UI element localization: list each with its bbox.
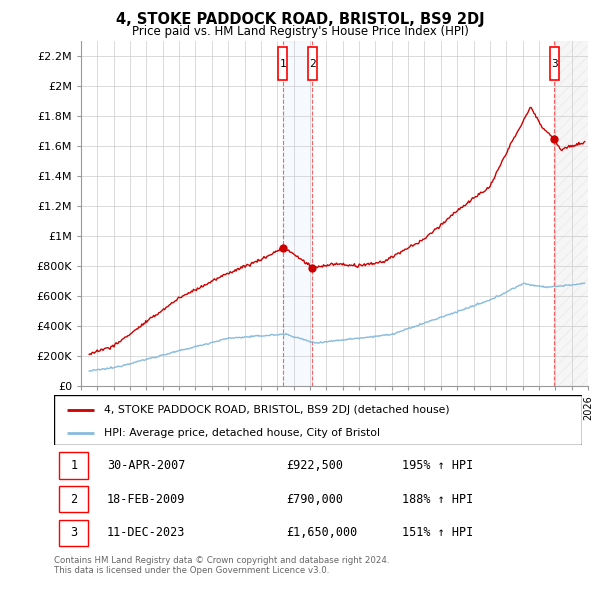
Text: 18-FEB-2009: 18-FEB-2009 [107,493,185,506]
Bar [59,453,88,478]
Bar [283,41,312,386]
Text: 2: 2 [70,493,77,506]
Text: 195% ↑ HPI: 195% ↑ HPI [403,459,474,472]
Text: 3: 3 [551,59,558,69]
Text: 4, STOKE PADDOCK ROAD, BRISTOL, BS9 2DJ: 4, STOKE PADDOCK ROAD, BRISTOL, BS9 2DJ [116,12,484,27]
Text: 4, STOKE PADDOCK ROAD, BRISTOL, BS9 2DJ (detached house): 4, STOKE PADDOCK ROAD, BRISTOL, BS9 2DJ … [104,405,450,415]
FancyBboxPatch shape [550,47,559,80]
FancyBboxPatch shape [308,47,317,80]
Text: 1: 1 [70,459,77,472]
Text: Contains HM Land Registry data © Crown copyright and database right 2024.: Contains HM Land Registry data © Crown c… [54,556,389,565]
Text: £922,500: £922,500 [286,459,343,472]
FancyBboxPatch shape [278,47,287,80]
Text: HPI: Average price, detached house, City of Bristol: HPI: Average price, detached house, City… [104,428,380,438]
Text: 2: 2 [309,59,316,69]
Text: 30-APR-2007: 30-APR-2007 [107,459,185,472]
Text: 11-DEC-2023: 11-DEC-2023 [107,526,185,539]
Text: £1,650,000: £1,650,000 [286,526,358,539]
Bar [554,41,596,386]
Text: Price paid vs. HM Land Registry's House Price Index (HPI): Price paid vs. HM Land Registry's House … [131,25,469,38]
Bar [59,486,88,512]
Text: This data is licensed under the Open Government Licence v3.0.: This data is licensed under the Open Gov… [54,566,329,575]
Text: 188% ↑ HPI: 188% ↑ HPI [403,493,474,506]
Text: £790,000: £790,000 [286,493,343,506]
Text: 151% ↑ HPI: 151% ↑ HPI [403,526,474,539]
Text: 1: 1 [279,59,286,69]
Bar [59,520,88,546]
Text: 3: 3 [70,526,77,539]
